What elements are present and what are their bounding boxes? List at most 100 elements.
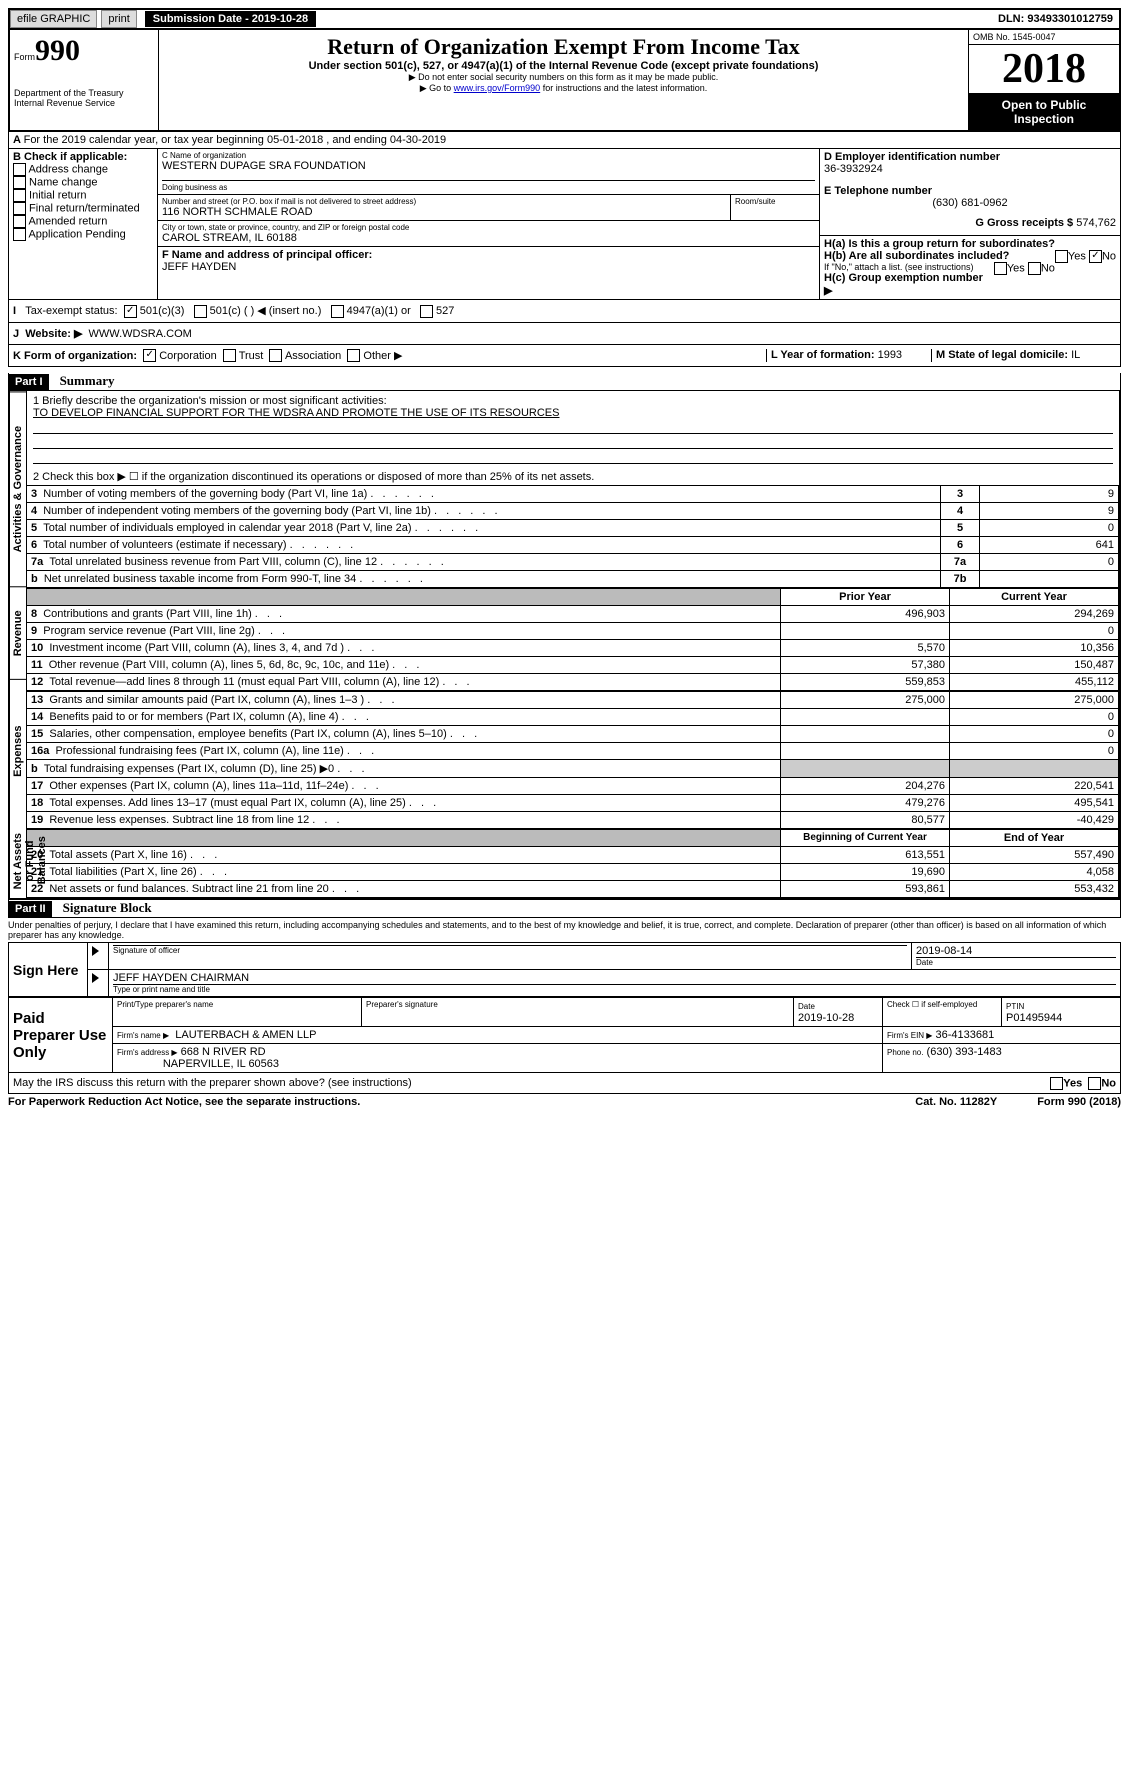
firm-name: LAUTERBACH & AMEN LLP	[175, 1029, 316, 1041]
table-row: 16a Professional fundraising fees (Part …	[27, 743, 1119, 760]
paid-preparer-block: Paid Preparer Use Only Print/Type prepar…	[8, 997, 1121, 1073]
dba-label: Doing business as	[162, 180, 815, 192]
check-option[interactable]: Amended return	[13, 215, 153, 228]
row-i: I Tax-exempt status: ✓ 501(c)(3) 501(c) …	[8, 300, 1121, 323]
q2: 2 Check this box ▶ ☐ if the organization…	[27, 468, 1119, 485]
check-option[interactable]: Final return/terminated	[13, 202, 153, 215]
ein: 36-3932924	[824, 163, 1116, 175]
row-k: K Form of organization: ✓ Corporation Tr…	[8, 345, 1121, 368]
table-row: 17 Other expenses (Part IX, column (A), …	[27, 778, 1119, 795]
ptin: P01495944	[1006, 1012, 1062, 1024]
title-block: Form990 Department of the Treasury Inter…	[8, 30, 1121, 132]
dept-treasury: Department of the Treasury	[14, 88, 154, 98]
prep-sig-label: Preparer's signature	[362, 998, 794, 1027]
sig-officer-label: Signature of officer	[113, 945, 907, 955]
table-row: 14 Benefits paid to or for members (Part…	[27, 709, 1119, 726]
part1-body: Activities & Governance Revenue Expenses…	[8, 391, 1121, 900]
vlabel-rev: Revenue	[10, 586, 26, 679]
officer-name-title: JEFF HAYDEN CHAIRMAN	[113, 972, 1116, 984]
website-url: WWW.WDSRA.COM	[89, 328, 192, 340]
form-prefix: Form	[14, 52, 35, 62]
date-label: Date	[916, 957, 1116, 967]
pra-notice: For Paperwork Reduction Act Notice, see …	[8, 1096, 360, 1108]
table-row: 8 Contributions and grants (Part VIII, l…	[27, 606, 1119, 623]
vlabel-exp: Expenses	[10, 679, 26, 823]
triangle-icon	[92, 973, 99, 983]
tax-year-line: A For the 2019 calendar year, or tax yea…	[8, 132, 1121, 149]
table-row: 9 Program service revenue (Part VIII, li…	[27, 623, 1119, 640]
g-label: G Gross receipts $	[975, 217, 1073, 229]
hb-note: If "No," attach a list. (see instruction…	[824, 262, 1116, 272]
firm-addr2: NAPERVILLE, IL 60563	[163, 1058, 279, 1070]
table-row: 19 Revenue less expenses. Subtract line …	[27, 812, 1119, 829]
table-row: 21 Total liabilities (Part X, line 26) .…	[27, 864, 1119, 881]
dln: DLN: 93493301012759	[998, 13, 1119, 25]
table-row: 15 Salaries, other compensation, employe…	[27, 726, 1119, 743]
prep-date: 2019-10-28	[798, 1012, 854, 1024]
ha-row: H(a) Is this a group return for subordin…	[824, 238, 1116, 250]
phone: (630) 681-0962	[824, 197, 1116, 209]
f-label: F Name and address of principal officer:	[162, 249, 815, 261]
check-option[interactable]: Name change	[13, 176, 153, 189]
addr-label: Number and street (or P.O. box if mail i…	[162, 197, 726, 206]
open-public: Open to Public Inspection	[969, 94, 1119, 130]
table-row: 22 Net assets or fund balances. Subtract…	[27, 881, 1119, 898]
footer: For Paperwork Reduction Act Notice, see …	[8, 1094, 1121, 1108]
city-state-zip: CAROL STREAM, IL 60188	[162, 232, 815, 244]
org-name: WESTERN DUPAGE SRA FOUNDATION	[162, 160, 815, 172]
discuss-row: May the IRS discuss this return with the…	[8, 1073, 1121, 1094]
e-label: E Telephone number	[824, 185, 1116, 197]
table-rev: Prior YearCurrent Year8 Contributions an…	[27, 588, 1119, 691]
check-option[interactable]: Address change	[13, 163, 153, 176]
section-b-h: B Check if applicable: Address change Na…	[8, 149, 1121, 300]
d-label: D Employer identification number	[824, 151, 1116, 163]
return-title: Return of Organization Exempt From Incom…	[163, 34, 964, 60]
paid-preparer-label: Paid Preparer Use Only	[9, 998, 113, 1073]
type-name-label: Type or print name and title	[113, 984, 1116, 994]
table-row: 7a Total unrelated business revenue from…	[27, 554, 1119, 571]
table-row: 5 Total number of individuals employed i…	[27, 520, 1119, 537]
omb: OMB No. 1545-0047	[969, 30, 1119, 45]
check-self: Check ☐ if self-employed	[883, 998, 1002, 1027]
table-row: b Net unrelated business taxable income …	[27, 571, 1119, 588]
gross-receipts: 574,762	[1076, 217, 1116, 229]
vlabel-ag: Activities & Governance	[10, 391, 26, 585]
table-row: 12 Total revenue—add lines 8 through 11 …	[27, 674, 1119, 691]
prep-name-label: Print/Type preparer's name	[113, 998, 362, 1027]
part2-header: Part II Signature Block	[8, 900, 1121, 918]
firm-phone: (630) 393-1483	[927, 1046, 1002, 1058]
subtitle: Under section 501(c), 527, or 4947(a)(1)…	[163, 60, 964, 72]
form-number: 990	[35, 34, 80, 67]
room-label: Room/suite	[730, 195, 819, 220]
print-link[interactable]: print	[101, 10, 136, 28]
table-row: b Total fundraising expenses (Part IX, c…	[27, 760, 1119, 778]
sign-here-block: Sign Here Signature of officer 2019-08-1…	[8, 942, 1121, 997]
table-exp: 13 Grants and similar amounts paid (Part…	[27, 691, 1119, 829]
table-row: 6 Total number of volunteers (estimate i…	[27, 537, 1119, 554]
table-row: Beginning of Current YearEnd of Year	[27, 830, 1119, 847]
street-address: 116 NORTH SCHMALE ROAD	[162, 206, 726, 218]
city-label: City or town, state or province, country…	[162, 223, 815, 232]
table-net: Beginning of Current YearEnd of Year20 T…	[27, 829, 1119, 898]
sign-here-label: Sign Here	[9, 943, 88, 997]
table-row: Prior YearCurrent Year	[27, 589, 1119, 606]
part1-header: Part I Summary	[8, 373, 1121, 391]
submission-date: Submission Date - 2019-10-28	[145, 11, 316, 27]
table-ag: 3 Number of voting members of the govern…	[27, 485, 1119, 588]
irs-link[interactable]: www.irs.gov/Form990	[454, 83, 541, 93]
sig-date: 2019-08-14	[916, 945, 1116, 957]
table-row: 10 Investment income (Part VIII, column …	[27, 640, 1119, 657]
tax-year: 2018	[969, 45, 1119, 94]
triangle-icon	[92, 946, 99, 956]
c-label: C Name of organization	[162, 151, 815, 160]
q1: 1 Briefly describe the organization's mi…	[33, 395, 1113, 407]
table-row: 3 Number of voting members of the govern…	[27, 486, 1119, 503]
firm-ein: 36-4133681	[936, 1029, 995, 1041]
check-option[interactable]: Application Pending	[13, 228, 153, 241]
table-row: 20 Total assets (Part X, line 16) . . .6…	[27, 847, 1119, 864]
efile-link[interactable]: efile GRAPHIC	[10, 10, 97, 28]
b-label: B Check if applicable:	[13, 151, 153, 163]
check-option[interactable]: Initial return	[13, 189, 153, 202]
principal-officer: JEFF HAYDEN	[162, 261, 815, 273]
cat-no: Cat. No. 11282Y	[915, 1096, 997, 1108]
